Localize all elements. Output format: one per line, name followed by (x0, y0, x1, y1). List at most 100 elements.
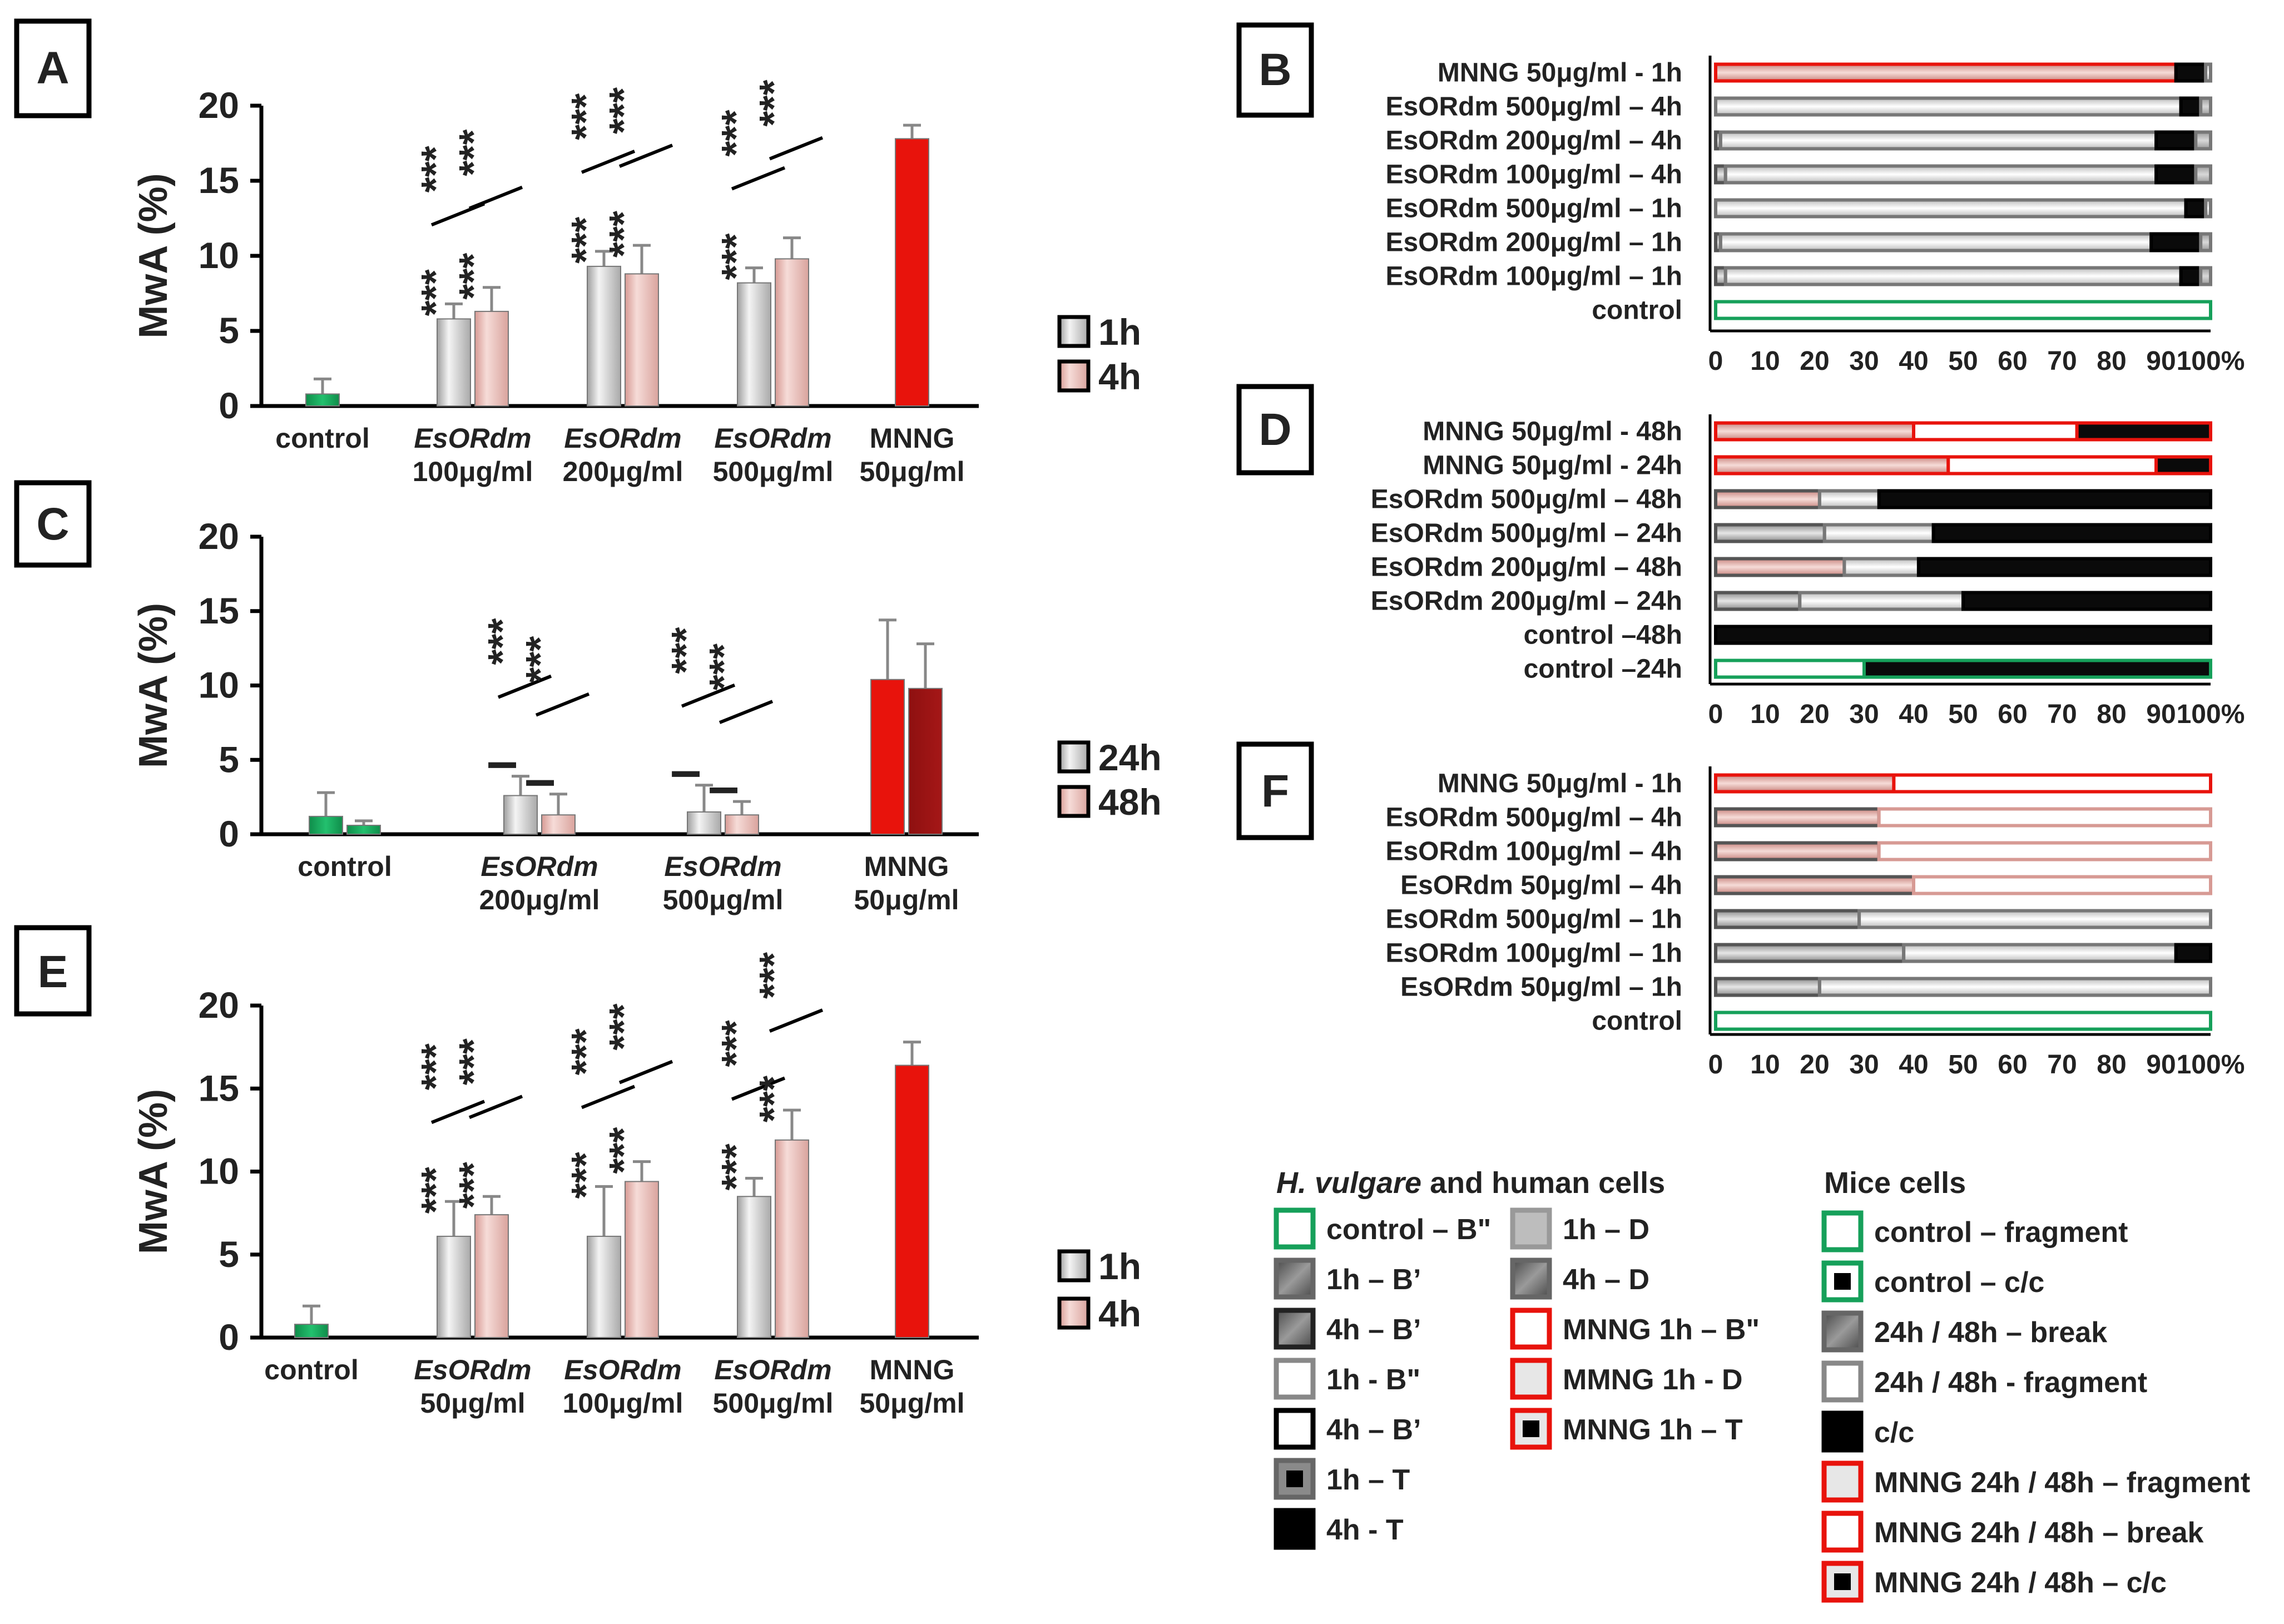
row-label: EsORdm 200μg/ml – 1h (1385, 228, 1682, 258)
significance-green: *** (414, 269, 458, 316)
significance-green: *** (452, 1162, 496, 1209)
y-tick-label: 0 (219, 1316, 239, 1358)
legend-swatch-core (1834, 1273, 1851, 1290)
stack-segment (1714, 841, 1881, 861)
stack-segment (1902, 943, 2178, 963)
significance-red: *** (452, 130, 496, 176)
svg-text:E: E (38, 947, 68, 997)
stack-segment (1714, 198, 2188, 219)
x-group-label: EsORdm (564, 423, 681, 454)
significance-divider (581, 1085, 636, 1110)
x-tick-label: 30 (1849, 346, 1879, 376)
legend-item-label: MNNG 24h / 48h – fragment (1874, 1467, 2250, 1499)
x-tick-label: 50 (1948, 700, 1978, 729)
legend-swatch-greenoutline (1821, 1210, 1864, 1252)
panel-label-B: B (1236, 22, 1314, 118)
legend-title-plant: H. vulgare and human cells (1276, 1166, 1665, 1200)
significance-green: I (702, 785, 746, 796)
legend-swatch (1057, 1296, 1091, 1330)
x-tick-label: 70 (2047, 1050, 2077, 1080)
stack-segment (2184, 198, 2208, 219)
x-group-label-dose: 50μg/ml (860, 1388, 965, 1419)
x-group-label: EsORdm (480, 851, 598, 882)
legend-label: 4h (1098, 356, 1141, 397)
legend-item-label: control – B" (1326, 1214, 1491, 1246)
bar (737, 1196, 771, 1338)
row-label: control (1592, 296, 1682, 325)
row-label: EsORdm 500μg/ml – 4h (1385, 92, 1682, 122)
legend-swatch-black (1274, 1508, 1316, 1550)
x-group-label-dose: 50μg/ml (854, 884, 959, 915)
x-tick-label: 80 (2097, 346, 2126, 376)
x-tick-label: 10 (1750, 1050, 1780, 1080)
row-label: EsORdm 50μg/ml – 1h (1400, 973, 1682, 1002)
row-label: EsORdm 200μg/ml – 4h (1385, 126, 1682, 156)
y-tick-label: 10 (199, 665, 239, 706)
stack-segment (2174, 62, 2208, 83)
x-tick-label: 50 (1948, 1050, 1978, 1080)
row-label: EsORdm 100μg/ml – 1h (1385, 939, 1682, 968)
significance-green: I (480, 760, 525, 771)
significance-divider (618, 1059, 673, 1085)
svg-text:B: B (1259, 44, 1291, 95)
row-label: control –24h (1524, 655, 1682, 684)
x-tick-label: 80 (2097, 1050, 2126, 1080)
x-group-label-dose: 50μg/ml (860, 456, 965, 487)
legend-swatch-white (1274, 1358, 1316, 1400)
bar (541, 814, 576, 835)
row-label: EsORdm 100μg/ml – 4h (1385, 160, 1682, 190)
bar (437, 1235, 471, 1339)
stack-segment (1714, 591, 1802, 611)
significance-green: *** (602, 1127, 646, 1174)
legend-item-label: MNNG 1h – T (1563, 1414, 1743, 1446)
significance-green: *** (414, 1167, 458, 1214)
y-tick-label: 10 (199, 235, 239, 276)
x-tick-label: 90 (2146, 346, 2176, 376)
stacked-chart-F: MNNG 50μg/ml - 1h EsORdm 500μg/ml – 4h EsO… (1385, 766, 2245, 1080)
legend-swatch-redpink (1821, 1460, 1864, 1503)
significance-divider (581, 150, 636, 174)
legend-item-label: 4h – B’ (1326, 1414, 1421, 1446)
stack-segment (1714, 977, 1821, 997)
significance-divider (430, 1100, 485, 1125)
stack-segment (1842, 557, 1920, 577)
x-tick-label: 70 (2047, 346, 2077, 376)
bar (503, 795, 538, 835)
row-label: EsORdm 500μg/ml – 1h (1385, 194, 1682, 224)
svg-text:A: A (36, 43, 69, 93)
stack-segment (1931, 523, 2213, 543)
y-tick-label: 0 (219, 385, 239, 426)
significance-divider (681, 683, 736, 708)
x-tick-label: 10 (1750, 700, 1780, 729)
stack-segment (1798, 591, 1965, 611)
stack-segment (1714, 909, 1861, 929)
bar (309, 815, 343, 835)
stack-segment (1817, 489, 1881, 509)
bar (305, 393, 340, 407)
svg-text:F: F (1261, 766, 1289, 816)
significance-divider (618, 143, 673, 168)
stack-segment (2154, 130, 2198, 151)
stack-segment (1916, 557, 2212, 577)
legend-swatch-dgray (1274, 1257, 1316, 1300)
y-tick-label: 20 (199, 516, 239, 557)
x-tick-label: 90 (2146, 700, 2176, 729)
bar (687, 811, 721, 835)
x-group-label-dose: 500μg/ml (713, 456, 834, 487)
legend-swatch (1057, 740, 1091, 774)
stack-segment (2154, 455, 2213, 476)
y-tick-label: 15 (199, 590, 239, 631)
significance-green: I (664, 769, 709, 780)
legend-label: 4h (1098, 1293, 1141, 1334)
legend-swatch (1057, 359, 1091, 393)
stack-segment (2149, 232, 2203, 252)
y-tick-label: 20 (199, 85, 239, 126)
horizontal-stacked-charts: MNNG 50μg/ml - 1h EsORdm 500μg/ml – 4h EsO… (1371, 56, 2245, 1080)
stack-segment (1714, 300, 2212, 320)
row-label: EsORdm 200μg/ml – 24h (1371, 587, 1682, 616)
x-tick-label: 60 (1998, 346, 2027, 376)
significance-red: *** (752, 80, 796, 127)
legend-swatch-redwhite (1510, 1308, 1552, 1350)
